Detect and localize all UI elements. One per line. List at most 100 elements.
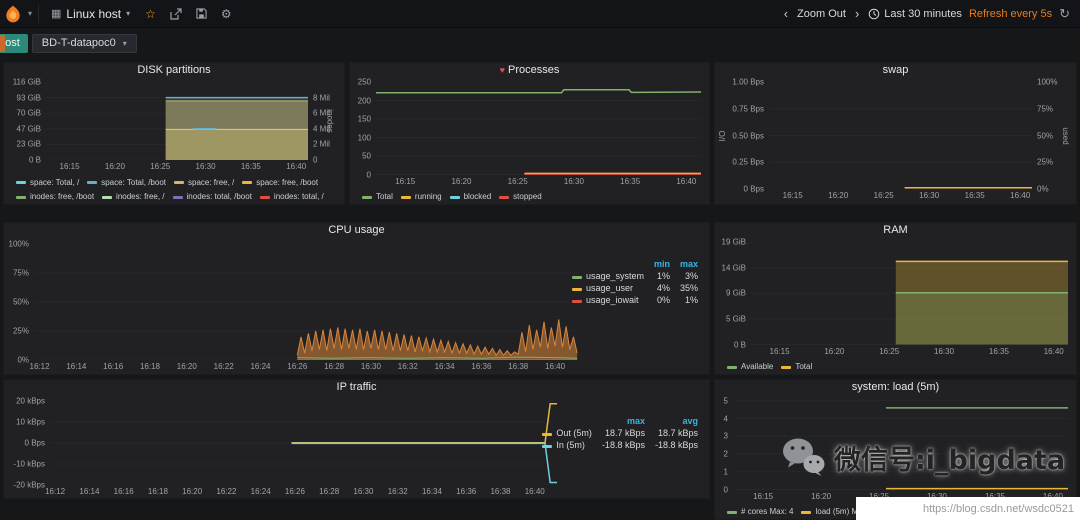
legend-col-header[interactable]: avg xyxy=(682,416,698,426)
y2-tick-label: 4 Mil xyxy=(313,124,330,134)
legend-series[interactable]: usage_system xyxy=(567,270,649,282)
legend-item[interactable]: space: Total, / xyxy=(16,177,79,189)
legend-col-header[interactable]: min xyxy=(653,259,670,269)
settings-gear-icon[interactable]: ⚙ xyxy=(220,6,232,21)
panel-title[interactable]: swap xyxy=(882,64,909,76)
legend-item[interactable]: inodes: free, / xyxy=(102,191,165,203)
legend-item[interactable]: inodes: total, / xyxy=(259,191,324,203)
legend-value: -18.8 kBps xyxy=(654,440,698,450)
legend-item[interactable]: space: free, / xyxy=(174,177,234,189)
legend-col-header[interactable]: max xyxy=(626,416,645,426)
legend-series[interactable]: usage_iowait xyxy=(567,294,649,306)
main-menu-caret-icon[interactable]: ▾ xyxy=(28,9,33,18)
y-tick-label: 0 B xyxy=(28,155,41,165)
legend-item[interactable]: Available xyxy=(727,361,773,373)
legend-item[interactable]: space: free, /boot xyxy=(242,177,318,189)
legend-item[interactable]: inodes: free, /boot xyxy=(16,191,94,203)
legend-series[interactable]: Out (5m) xyxy=(537,427,597,439)
legend-label: inodes: total, /boot xyxy=(186,192,252,201)
y-tick-label: 14 GiB xyxy=(721,263,746,273)
disk-legend: space: Total, / space: Total, /boot space:… xyxy=(4,173,344,204)
plot-area: 0% 25% 50% 75% 100% 16:12 16:14 16:16 16:18 16:20… xyxy=(9,240,579,371)
x-tick-label: 16:40 xyxy=(1042,491,1063,501)
legend-item[interactable]: inodes: total, /boot xyxy=(172,191,252,203)
panel-title[interactable]: IP traffic xyxy=(336,381,377,393)
x-tick-label: 16:40 xyxy=(1010,191,1031,200)
x-tick-label: 16:35 xyxy=(240,162,261,171)
y-tick-label: 0.75 Bps xyxy=(732,104,764,114)
time-range-picker[interactable]: Last 30 minutes xyxy=(868,8,962,20)
refresh-icon[interactable]: ↻ xyxy=(1059,5,1070,21)
zoom-out-button[interactable]: Zoom Out xyxy=(797,7,846,20)
panel-title[interactable]: RAM xyxy=(883,224,908,236)
panel-title[interactable]: CPU usage xyxy=(328,224,385,236)
panel-title[interactable]: system: load (5m) xyxy=(851,381,940,393)
legend-value: 3% xyxy=(684,271,698,281)
star-icon[interactable]: ☆ xyxy=(145,6,156,21)
panel-title[interactable]: DISK partitions xyxy=(137,64,211,76)
source-url-strip: https://blog.csdn.net/wsdc0521 xyxy=(856,497,1080,520)
y2-axis-label: used xyxy=(1060,126,1070,145)
x-tick-label: 16:40 xyxy=(1043,346,1064,356)
y-tick-label: 3 xyxy=(723,431,728,441)
refresh-interval-button[interactable]: Refresh every 5s xyxy=(968,7,1053,20)
x-tick-label: 16:16 xyxy=(113,487,134,496)
legend-item[interactable]: running xyxy=(400,191,442,203)
legend-label: space: Total, / xyxy=(30,177,80,187)
y-tick-label: 0% xyxy=(17,355,29,365)
legend-label: stopped xyxy=(513,192,542,201)
x-tick-label: 16:18 xyxy=(139,362,160,371)
x-tick-label: 16:15 xyxy=(395,176,416,186)
legend-series[interactable]: In (5m) xyxy=(537,439,597,451)
legend-label: space: free, / xyxy=(188,177,235,187)
series-color-icon xyxy=(542,433,553,436)
edge-accent xyxy=(0,35,5,52)
x-tick-label: 16:18 xyxy=(147,487,168,496)
legend-item[interactable]: Total xyxy=(781,361,812,373)
legend-item[interactable]: load (5m) Max: 0 xyxy=(801,506,876,518)
y-tick-label: 116 GiB xyxy=(12,77,41,87)
wechat-icon xyxy=(783,438,825,476)
x-tick-label: 16:14 xyxy=(79,487,100,496)
y2-tick-label: 100% xyxy=(1037,77,1058,87)
panel-swap: swap 0 Bps 0.25 Bps 0.50 Bps 0.75 Bps 1.00 B… xyxy=(714,62,1077,205)
time-shift-right-icon[interactable]: › xyxy=(854,6,860,21)
x-tick-label: 16:30 xyxy=(926,491,948,501)
y2-tick-label: 0 xyxy=(313,155,318,165)
y-tick-label: -10 kBps xyxy=(13,459,45,469)
share-icon[interactable] xyxy=(170,7,182,20)
panel-ram: RAM 0 B 5 GiB 9 GiB 14 GiB 19 GiB 16:15 16:20 1… xyxy=(714,222,1077,375)
legend-label: # cores Max: 4 xyxy=(741,507,794,516)
legend-item[interactable]: stopped xyxy=(499,191,542,203)
legend-col-header[interactable]: max xyxy=(679,259,698,269)
plot-area: 0 B 23 GiB 47 GiB 70 GiB 93 GiB 116 GiB 0 2 Mil… xyxy=(13,78,335,172)
y-tick-label: 75% xyxy=(12,268,29,278)
y-tick-label: 50 xyxy=(362,151,371,161)
series-color-icon xyxy=(16,195,26,199)
time-shift-left-icon[interactable]: ‹ xyxy=(783,6,789,21)
panel-title[interactable]: ♥ Processes xyxy=(350,63,709,78)
legend-series[interactable]: usage_user xyxy=(567,282,649,294)
legend-item[interactable]: space: Total, /boot xyxy=(87,177,166,189)
x-tick-label: 16:32 xyxy=(387,487,408,496)
y2-axis-label: inodes xyxy=(325,109,335,133)
y2-tick-label: 25% xyxy=(1037,157,1054,167)
legend-item[interactable]: # cores Max: 4 xyxy=(727,506,793,518)
legend-value: 4% xyxy=(656,283,670,293)
y2-tick-label: 75% xyxy=(1037,104,1054,114)
series-color-icon xyxy=(727,365,737,369)
legend-item[interactable]: Total xyxy=(362,191,393,203)
y-tick-label: 70 GiB xyxy=(16,108,41,118)
save-icon[interactable] xyxy=(196,8,207,19)
y2-tick-label: 50% xyxy=(1037,131,1054,140)
grafana-logo-icon[interactable] xyxy=(0,1,26,27)
x-tick-label: 16:30 xyxy=(195,162,216,171)
legend-value: -18.8 kBps xyxy=(601,440,645,450)
series-color-icon xyxy=(259,195,270,199)
time-range-label: Last 30 minutes xyxy=(884,7,962,20)
dashboard-picker[interactable]: ▦ Linux host ▾ xyxy=(43,0,138,27)
legend-item[interactable]: blocked xyxy=(449,191,491,203)
host-variable-dropdown[interactable]: BD-T-datapoc0 ▾ xyxy=(31,33,137,53)
series-color-icon xyxy=(16,181,26,184)
host-caret-icon: ▾ xyxy=(122,38,127,48)
